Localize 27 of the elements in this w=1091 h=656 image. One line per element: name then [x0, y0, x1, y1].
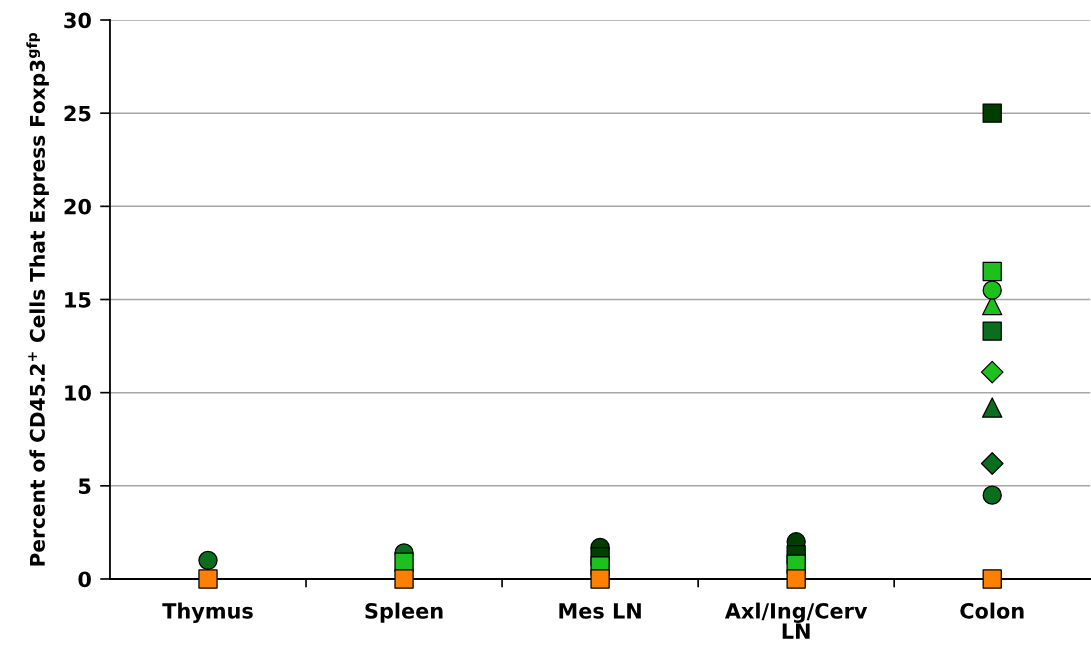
y-tick-label: 5 — [79, 478, 91, 495]
point — [980, 452, 1004, 475]
y-tick-label: 30 — [64, 12, 91, 29]
y-axis-title: Percent of CD45.2$^{+}$ Cells That Express Foxp3$^{gfp}$ — [26, 32, 49, 566]
y-tick-label: 0 — [78, 571, 91, 588]
point — [982, 103, 1002, 123]
point — [198, 550, 218, 571]
point — [982, 321, 1002, 341]
point — [982, 569, 1002, 589]
point — [982, 261, 1002, 282]
x-tick-label: Spleen — [365, 602, 443, 623]
point — [394, 569, 414, 589]
point — [982, 485, 1002, 505]
point — [198, 569, 218, 589]
x-tick-label: Thymus — [162, 602, 253, 623]
y-tick-label: 15 — [65, 292, 91, 308]
x-tick-label: Colon — [960, 602, 1024, 619]
x-tick-label: Mes LN — [559, 603, 641, 619]
x-tick-label: Axl/Ing/Cerv LN — [724, 602, 868, 639]
point — [982, 397, 1003, 418]
y-tick-label: 10 — [65, 385, 91, 401]
y-tick-label: 25 — [64, 105, 91, 122]
point — [982, 280, 1002, 300]
point — [590, 569, 610, 589]
y-tick-label: 20 — [64, 198, 91, 215]
point — [786, 569, 806, 589]
point — [980, 360, 1004, 384]
